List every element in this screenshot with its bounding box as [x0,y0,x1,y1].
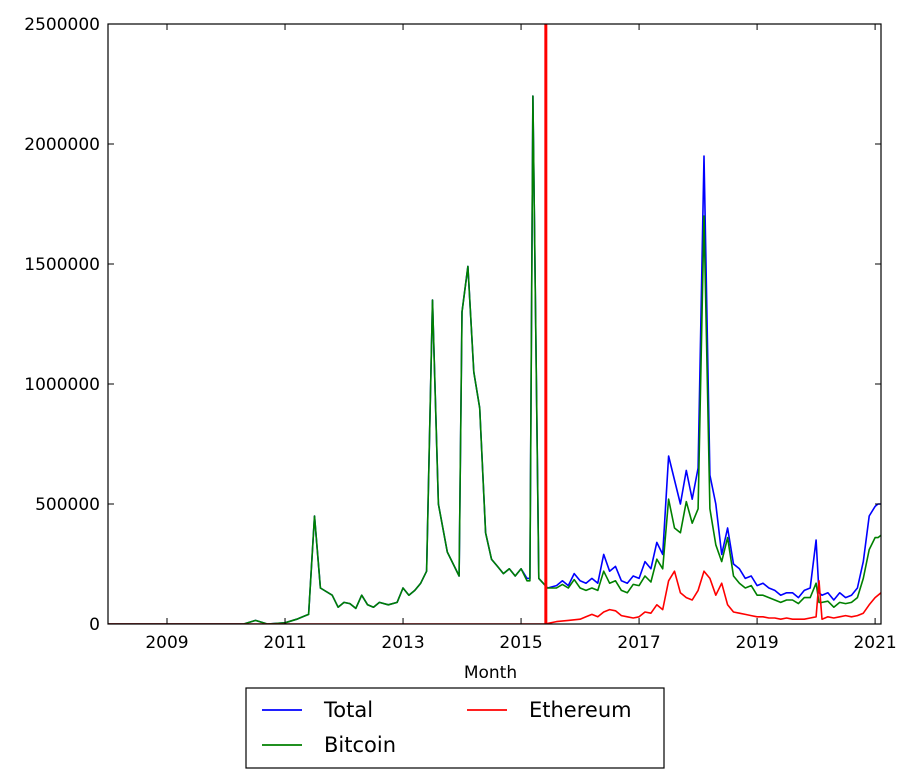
legend-label-bitcoin: Bitcoin [324,733,396,757]
legend-box [245,687,665,769]
x-tick-label: 2019 [735,633,778,653]
legend-label-ethereum: Ethereum [529,698,632,722]
y-tick-label: 1000000 [24,375,100,395]
axes: 2009 2011 2013 2015 2017 2019 2021 0 500000 10000… [24,15,896,653]
y-tick-label: 2500000 [24,15,100,35]
y-tick-label: 1500000 [24,255,100,275]
legend-label-total: Total [323,698,373,722]
y-tick-label: 2000000 [24,135,100,155]
series-line-bitcoin [108,95,881,624]
x-tick-label: 2013 [381,633,424,653]
x-tick-label: 2015 [499,633,542,653]
x-tick-label: 2011 [263,633,306,653]
x-tick-label: 2009 [145,633,188,653]
x-axis-title: Month [464,663,517,683]
plot-frame [107,23,882,625]
x-tick-label: 2017 [617,633,660,653]
y-tick-label: 0 [89,615,100,635]
plot-area [108,24,881,624]
x-tick-label: 2021 [853,633,896,653]
y-tick-label: 500000 [35,495,100,515]
series-line-ethereum [108,570,881,624]
legend: Total Bitcoin Ethereum [245,687,665,769]
